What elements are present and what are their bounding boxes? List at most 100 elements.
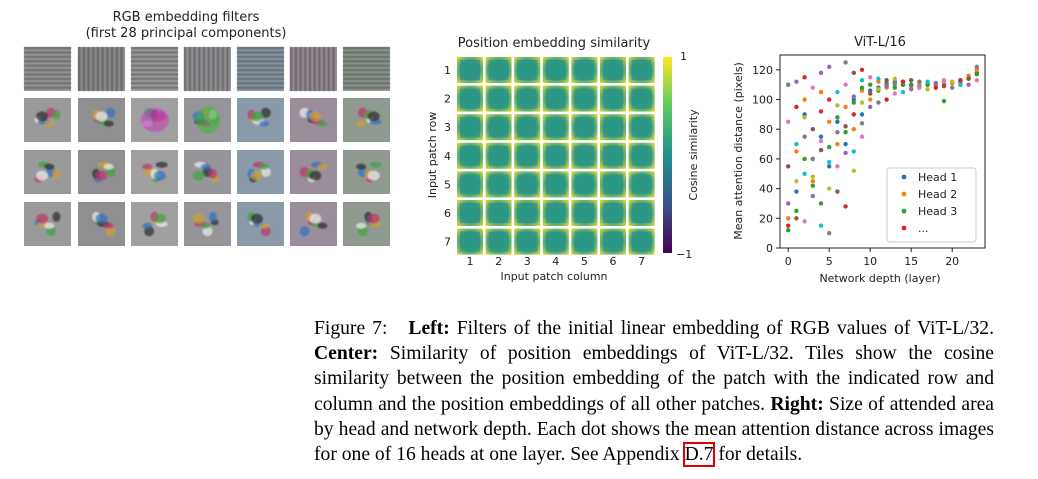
x-tick-label: 5 xyxy=(826,255,833,268)
filter-tile xyxy=(24,150,71,194)
similarity-tile xyxy=(628,142,655,169)
similarity-tile xyxy=(457,85,483,112)
left-title-line2: (first 28 principal components) xyxy=(86,26,287,41)
colorbar-min: −1 xyxy=(676,248,692,261)
scatter-point xyxy=(868,104,873,110)
filter-tile xyxy=(131,47,178,91)
scatter-point xyxy=(843,82,848,87)
scatter-point xyxy=(876,76,881,81)
row-tick-label: 2 xyxy=(444,93,451,106)
filter-tile xyxy=(184,150,231,194)
chart-axes: 0 5 10 15 20 0 20 40 60 80 100 120 xyxy=(752,64,959,268)
similarity-tile xyxy=(571,171,598,198)
scatter-point xyxy=(810,156,815,162)
col-tick-label: 5 xyxy=(581,255,588,268)
scatter-point xyxy=(851,70,856,76)
scatter-point xyxy=(802,171,807,176)
similarity-tile xyxy=(628,57,655,83)
scatter-point xyxy=(925,79,930,84)
appendix-link[interactable]: D.7 xyxy=(682,442,716,468)
row-tick-label: 5 xyxy=(444,178,451,191)
caption-center-text: Similarity of position embeddings of ViT… xyxy=(314,343,994,415)
chart-points xyxy=(786,60,979,236)
scatter-point xyxy=(802,115,807,120)
scatter-point xyxy=(966,76,971,81)
scatter-point xyxy=(941,98,947,104)
legend-label: Head 2 xyxy=(918,188,957,201)
scatter-point xyxy=(835,130,840,135)
similarity-tile xyxy=(485,228,512,255)
scatter-point xyxy=(859,100,865,105)
chart-xlabel: Network depth (layer) xyxy=(819,272,940,285)
scatter-point xyxy=(859,112,865,117)
scatter-point xyxy=(818,147,824,153)
caption-right-label: Right: xyxy=(770,393,824,415)
scatter-point xyxy=(794,208,799,214)
scatter-point xyxy=(827,97,832,102)
filter-tile xyxy=(290,202,337,246)
col-tick-label: 7 xyxy=(638,255,645,268)
figure-panels: RGB embedding filters (first 28 principa… xyxy=(24,10,986,285)
scatter-point xyxy=(851,149,856,154)
filter-tile xyxy=(343,150,390,194)
scatter-point xyxy=(843,104,848,110)
scatter-point xyxy=(802,134,807,139)
row-tick-label: 4 xyxy=(444,150,451,163)
scatter-point xyxy=(835,89,840,95)
filter-tile xyxy=(237,150,284,194)
scatter-point xyxy=(827,159,832,165)
scatter-point xyxy=(835,115,840,120)
similarity-tile xyxy=(542,228,569,255)
filter-tile xyxy=(184,98,231,142)
chart-plot-area xyxy=(779,54,986,249)
scatter-point xyxy=(974,64,979,70)
colorbar-label: Cosine similarity xyxy=(687,109,700,201)
scatter-point xyxy=(950,79,955,84)
row-tick-label: 7 xyxy=(444,236,451,249)
scatter-point xyxy=(843,141,848,147)
similarity-tile xyxy=(571,200,598,226)
scatter-point xyxy=(810,85,815,90)
filter-tile xyxy=(131,150,178,194)
similarity-tile xyxy=(571,85,598,112)
scatter-point xyxy=(802,75,807,80)
scatter-point xyxy=(810,193,815,199)
filter-tile xyxy=(78,202,125,246)
y-tick-label: 100 xyxy=(752,94,773,107)
center-ylabel: Input patch row xyxy=(426,112,439,199)
filter-tile xyxy=(131,98,178,142)
scatter-point xyxy=(835,103,840,108)
y-tick-label: 120 xyxy=(752,64,773,77)
scatter-point xyxy=(868,82,873,87)
scatter-point xyxy=(827,119,832,125)
filter-tile xyxy=(78,98,125,142)
scatter-point xyxy=(892,76,897,81)
filter-tile xyxy=(131,202,178,246)
scatter-point xyxy=(892,85,897,90)
scatter-point xyxy=(941,83,947,89)
scatter-point xyxy=(802,156,807,162)
similarity-tile xyxy=(542,114,569,141)
scatter-point xyxy=(909,82,914,87)
similarity-tile xyxy=(485,114,512,141)
scatter-point xyxy=(802,97,807,102)
chart-title: ViT-L/16 xyxy=(854,35,906,50)
y-tick-label: 0 xyxy=(766,242,773,255)
scatter-point xyxy=(868,97,873,102)
y-tick-label: 80 xyxy=(759,123,773,136)
scatter-point xyxy=(843,204,848,209)
scatter-point xyxy=(818,138,824,144)
caption-left-label: Left: xyxy=(408,318,450,339)
similarity-tile xyxy=(600,142,626,169)
scatter-point xyxy=(786,119,791,125)
scatter-point xyxy=(818,223,824,228)
scatter-point xyxy=(810,174,815,179)
similarity-tile xyxy=(457,171,483,198)
scatter-point xyxy=(892,81,897,86)
scatter-point xyxy=(818,70,824,76)
scatter-point xyxy=(892,91,897,96)
scatter-point xyxy=(835,189,840,194)
scatter-point xyxy=(859,78,865,83)
filter-tile xyxy=(343,202,390,246)
row-tick-label: 3 xyxy=(444,121,451,134)
